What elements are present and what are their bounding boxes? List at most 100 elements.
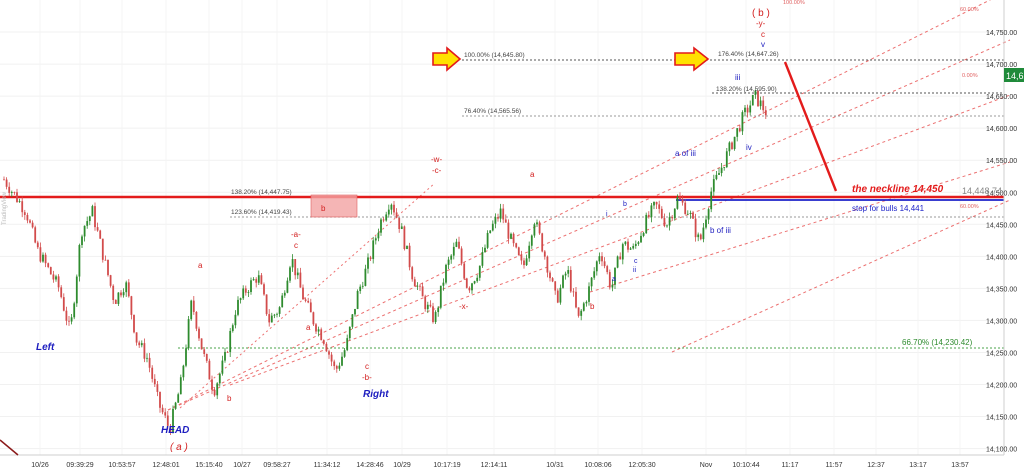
x-axis[interactable]: 10/26 09:39:29 10:53:57 12:48:01 15:15:40 10/… <box>0 454 1004 469</box>
candle-down <box>502 208 505 220</box>
candle-down <box>746 107 749 113</box>
right-shoulder-label: Right <box>363 389 389 400</box>
candle-up <box>759 100 762 107</box>
candle-up <box>653 201 655 206</box>
candle-up <box>250 280 252 293</box>
channel-label-60-bottom: 60.00% <box>960 204 979 210</box>
candle-up <box>172 408 174 433</box>
candle-up <box>751 94 754 106</box>
candle-up <box>88 216 91 222</box>
wave-iv-label: iv <box>746 143 752 152</box>
candle-down <box>684 202 687 215</box>
candle-up <box>190 300 193 320</box>
candle-down <box>299 272 302 288</box>
x-tick-label: 13:17 <box>909 462 927 469</box>
candle-up <box>372 240 375 260</box>
y-tick-label: 14,350.00 <box>986 286 1017 293</box>
candle-up <box>91 206 94 217</box>
candle-up <box>434 312 437 323</box>
x-tick-label: 12:05:30 <box>628 462 655 469</box>
candle-up <box>645 214 648 234</box>
candle-down <box>731 142 733 150</box>
candle-down <box>679 197 681 200</box>
candle-down <box>413 279 416 287</box>
candle-down <box>169 425 172 433</box>
candle-up <box>536 222 538 225</box>
candle-down <box>94 206 96 228</box>
x-tick-label: 11:34:12 <box>314 462 341 469</box>
candle-down <box>23 212 26 215</box>
fib-6670-label: 66.70% (14,230.42) <box>902 338 973 347</box>
candle-up <box>642 233 645 236</box>
wave-b-blue-label: b <box>623 201 627 208</box>
candle-up <box>450 255 453 260</box>
y-tick-label: 14,550.00 <box>986 158 1017 165</box>
candle-up <box>590 277 593 287</box>
candle-down <box>151 367 154 379</box>
wave-a-left-label: a <box>198 261 203 270</box>
channel-label-100: 100.00% <box>783 0 805 6</box>
candle-up <box>286 280 289 293</box>
candle-down <box>606 266 609 273</box>
stop-label: stop for bulls 14,441 <box>852 204 925 213</box>
candle-up <box>728 142 731 152</box>
fib-13820-upper-label: 138.20% (14,595.90) <box>716 86 777 93</box>
candle-up <box>387 209 390 215</box>
candle-up <box>42 254 44 262</box>
candle-up <box>185 348 187 366</box>
x-tick-label: Nov <box>700 462 713 469</box>
neckline-label: the neckline 14,450 <box>852 184 944 195</box>
candle-down <box>395 212 398 218</box>
wave-a-small-label: a <box>306 323 311 332</box>
candle-up <box>296 272 299 276</box>
candle-up <box>437 307 440 313</box>
x-tick-label: 12:37 <box>867 462 885 469</box>
candle-down <box>738 128 741 132</box>
candle-down <box>647 214 650 218</box>
candle-down <box>205 353 208 361</box>
candle-up <box>364 268 367 286</box>
candle-down <box>107 259 109 276</box>
y-tick-label: 14,750.00 <box>986 30 1017 37</box>
candle-up <box>473 281 476 284</box>
candle-down <box>255 279 258 283</box>
candle-up <box>341 356 343 366</box>
candle-up <box>588 286 590 302</box>
candle-down <box>655 201 658 205</box>
y-axis[interactable]: 14,100.00 14,150.00 14,200.00 14,250.00 14,3… <box>986 0 1017 455</box>
candle-down <box>114 299 117 304</box>
candle-up <box>78 245 81 277</box>
candle-down <box>543 251 546 257</box>
candle-down <box>419 285 421 287</box>
candle-down <box>411 267 414 280</box>
candle-up <box>621 244 624 260</box>
projection-arrow-line <box>783 61 838 192</box>
candle-down <box>265 294 268 315</box>
candle-up <box>416 285 419 287</box>
candle-down <box>52 274 55 280</box>
candle-down <box>312 312 315 325</box>
wave-v-label: v <box>761 40 765 49</box>
candle-up <box>689 213 692 214</box>
x-tick-label: 12:14:11 <box>481 462 508 469</box>
wave-b-of-iii-label: b of iii <box>710 226 731 235</box>
candle-up <box>715 174 718 180</box>
candle-up <box>291 259 294 268</box>
candle-up <box>686 213 689 215</box>
candle-up <box>478 265 481 278</box>
y-tick-label: 14,500.00 <box>986 190 1017 197</box>
candle-down <box>263 284 265 295</box>
candle-up <box>525 258 528 266</box>
candle-up <box>75 276 78 304</box>
candle-down <box>57 276 60 288</box>
candle-up <box>452 246 455 256</box>
wave-i-label: i <box>606 211 608 218</box>
candle-down <box>408 245 411 268</box>
candle-up <box>73 303 76 318</box>
candle-up <box>317 329 320 332</box>
candle-down <box>507 222 510 239</box>
candle-up <box>593 271 596 278</box>
wave-c-small-label: c <box>365 362 369 371</box>
